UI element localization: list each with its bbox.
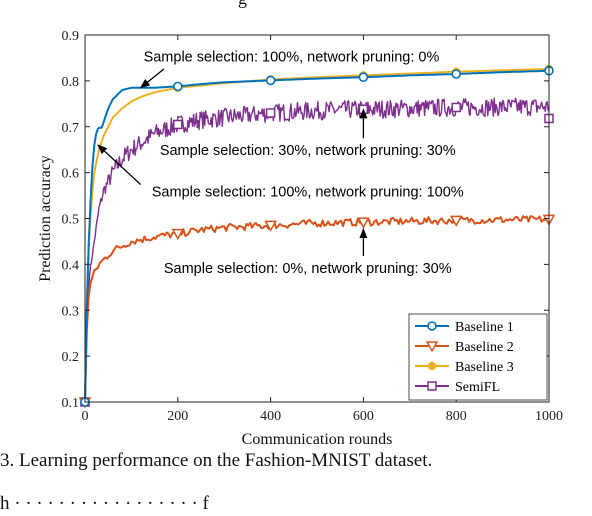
baseline-3-line — [84, 67, 550, 403]
x-tick-label: 800 — [446, 409, 467, 424]
y-tick-label: 0.9 — [62, 29, 80, 44]
semifl-marker — [451, 102, 461, 113]
baseline-1-marker — [265, 75, 276, 86]
y-tick-label: 0.7 — [62, 121, 80, 136]
semifl-marker — [265, 108, 276, 118]
y-tick-label: 0.2 — [62, 350, 80, 365]
baseline-2-marker — [264, 220, 277, 232]
x-tick-label: 1000 — [535, 409, 563, 424]
baseline-3-marker — [427, 361, 437, 371]
y-tick-label: 0.5 — [62, 213, 80, 228]
y-tick-label: 0.4 — [62, 258, 80, 273]
figure-caption: 3. Learning performance on the Fashion-M… — [0, 450, 433, 471]
x-tick-label: 600 — [353, 409, 374, 424]
annotation-background — [149, 184, 466, 201]
baseline-2-line — [84, 215, 550, 403]
annotation-text-1: Sample selection: 100%, network pruning:… — [144, 50, 440, 66]
annotation-background — [161, 261, 454, 278]
x-tick-label: 0 — [82, 409, 89, 424]
legend-label-baseline-1: Baseline 1 — [455, 320, 514, 335]
y-tick-label: 0.6 — [62, 167, 80, 182]
x-tick-label: 400 — [260, 409, 281, 424]
baseline-1-marker — [427, 321, 437, 331]
legend-label-baseline-2: Baseline 2 — [455, 340, 514, 355]
baseline-2-marker — [171, 228, 185, 241]
annotation-background — [141, 49, 442, 66]
accuracy-chart: 0 200 400 600 800 1000 0.1 0.2 0.3 0.4 0.5 0.6 0.7 0.… — [37, 29, 563, 448]
semifl-marker — [173, 119, 183, 130]
annotation-text-4: Sample selection: 0%, network pruning: 3… — [164, 261, 452, 277]
baseline-2-marker — [449, 215, 463, 227]
baseline-2-marker — [425, 341, 439, 353]
semifl-line — [84, 97, 550, 403]
x-axis-label: Communication rounds — [242, 431, 393, 448]
y-tick-label: 0.3 — [62, 304, 80, 319]
baseline-1-line — [84, 69, 549, 403]
y-axis-label: Prediction accuracy — [37, 155, 54, 282]
legend-label-semifl: SemiFL — [455, 380, 500, 395]
baseline-2-marker — [357, 217, 370, 229]
baseline-1-marker — [173, 81, 183, 92]
annotation-arrow-1 — [139, 68, 165, 89]
annotation-arrow-3 — [97, 144, 142, 186]
annotation-text-3: Sample selection: 100%, network pruning:… — [152, 184, 464, 200]
annotation-text-2: Sample selection: 30%, network pruning: … — [160, 143, 456, 159]
y-tick-label: 0.1 — [62, 396, 80, 411]
baseline-1-marker — [451, 69, 462, 79]
annotation-background — [157, 143, 458, 160]
body-text-line: h · · · · · · · · · · · · · · · · · f — [0, 493, 209, 514]
legend-label-baseline-3: Baseline 3 — [455, 360, 514, 375]
baseline-1-marker — [358, 72, 369, 83]
top-text-fragment: g — [238, 0, 247, 9]
semifl-marker — [427, 381, 437, 391]
y-tick-label: 0.8 — [62, 75, 80, 90]
x-tick-label: 200 — [167, 409, 188, 424]
